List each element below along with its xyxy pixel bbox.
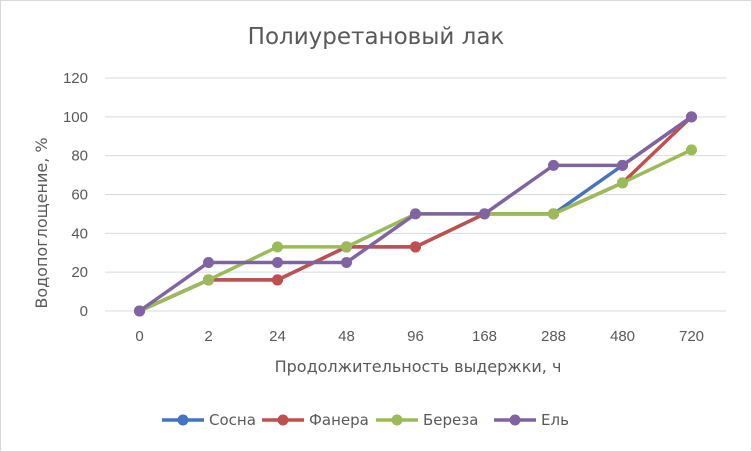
y-tick-label: 20 [71, 264, 88, 281]
legend-label: Сосна [209, 411, 256, 429]
x-axis-ticks: 0 2 24 48 96 168 288 480 720 [135, 328, 704, 345]
x-tick-label: 720 [679, 328, 704, 345]
x-tick-label: 480 [610, 328, 635, 345]
data-point [341, 241, 352, 253]
series-4 [134, 111, 697, 317]
x-tick-label: 288 [541, 328, 566, 345]
data-point [272, 274, 283, 286]
legend-label: Фанера [309, 411, 369, 429]
chart-title: Полиуретановый лак [248, 24, 505, 50]
legend-label: Ель [541, 411, 569, 429]
legend-label: Береза [423, 411, 478, 429]
data-point [548, 159, 559, 171]
legend-item: Береза [376, 411, 478, 429]
legend-swatch-marker [391, 414, 403, 426]
y-tick-label: 120 [63, 70, 88, 87]
data-point [686, 144, 697, 156]
y-tick-label: 0 [80, 303, 88, 320]
series-3 [134, 144, 697, 317]
data-point [479, 208, 490, 220]
legend: Сосна Фанера Береза Ель [162, 411, 569, 429]
series-group [134, 111, 697, 317]
legend-swatch-marker [509, 414, 521, 426]
data-point [272, 241, 283, 253]
grid-lines [105, 77, 726, 312]
data-point [617, 177, 628, 189]
data-point [134, 305, 145, 317]
x-tick-label: 24 [269, 328, 286, 345]
legend-item: Сосна [162, 411, 256, 429]
legend-item: Фанера [262, 411, 369, 429]
legend-swatch-marker [277, 414, 289, 426]
data-point [617, 159, 628, 171]
x-tick-label: 0 [135, 328, 143, 345]
x-tick-label: 2 [204, 328, 212, 345]
x-tick-label: 96 [407, 328, 424, 345]
y-tick-label: 40 [71, 225, 88, 242]
legend-item: Ель [494, 411, 569, 429]
legend-swatch-marker [177, 414, 189, 426]
y-tick-label: 100 [63, 109, 88, 126]
data-point [548, 208, 559, 220]
data-point [686, 111, 697, 123]
data-point [410, 241, 421, 253]
x-tick-label: 168 [472, 328, 497, 345]
y-tick-label: 60 [71, 187, 88, 204]
x-axis-title: Продолжительность выдержки, ч [275, 357, 562, 376]
x-tick-label: 48 [338, 328, 355, 345]
y-axis-title: Водопоглощение, % [32, 137, 51, 308]
data-point [203, 274, 214, 286]
data-point [203, 256, 214, 268]
data-point [272, 256, 283, 268]
y-axis-ticks: 0 20 40 60 80 100 120 [63, 70, 88, 320]
y-tick-label: 80 [71, 148, 88, 165]
data-point [410, 208, 421, 220]
data-point [341, 256, 352, 268]
